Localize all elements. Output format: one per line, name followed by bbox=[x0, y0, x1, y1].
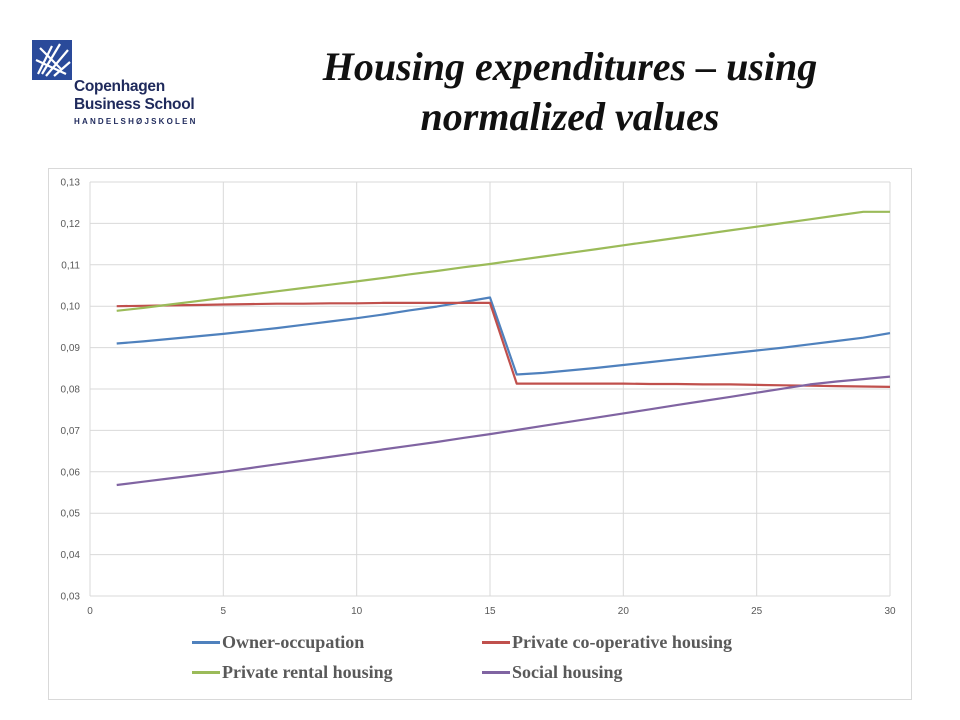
logo-text-handelshojskolen: HANDELSHØJSKOLEN bbox=[74, 117, 198, 126]
legend-item-social-housing: Social housing bbox=[482, 662, 623, 683]
x-tick-label: 0 bbox=[87, 606, 93, 617]
x-tick-label: 30 bbox=[884, 606, 896, 617]
y-tick-label: 0,06 bbox=[61, 467, 81, 478]
legend-item-private-co-operative-housing: Private co-operative housing bbox=[482, 632, 732, 653]
x-tick-label: 20 bbox=[618, 606, 630, 617]
cbs-logo-mark-icon bbox=[32, 40, 72, 80]
series-line-owner-occupation bbox=[116, 296, 891, 376]
legend-swatch bbox=[482, 641, 510, 644]
legend-label: Owner-occupation bbox=[222, 632, 365, 652]
y-tick-label: 0,03 bbox=[61, 592, 81, 603]
y-tick-label: 0,09 bbox=[61, 343, 81, 354]
x-tick-label: 10 bbox=[351, 606, 363, 617]
legend-swatch bbox=[482, 671, 510, 674]
logo-text-business-school: Business School bbox=[74, 96, 195, 113]
legend-label: Private rental housing bbox=[222, 662, 393, 682]
logo-text-copenhagen: Copenhagen bbox=[74, 78, 165, 95]
y-tick-label: 0,10 bbox=[61, 302, 81, 313]
legend-item-owner-occupation: Owner-occupation bbox=[192, 632, 364, 653]
series-line-private-rental-housing bbox=[116, 210, 890, 312]
legend-swatch bbox=[192, 641, 220, 644]
y-tick-label: 0,12 bbox=[61, 219, 81, 230]
legend-item-private-rental-housing: Private rental housing bbox=[192, 662, 393, 683]
legend-label: Social housing bbox=[512, 662, 623, 682]
y-tick-label: 0,13 bbox=[61, 178, 81, 189]
cbs-logo: Copenhagen Business School HANDELSHØJSKO… bbox=[32, 40, 202, 130]
x-tick-label: 5 bbox=[221, 606, 227, 617]
series-line-private-co-operative-housing bbox=[116, 301, 891, 388]
slide-title: Housing expenditures – using normalized … bbox=[322, 44, 818, 139]
y-tick-label: 0,11 bbox=[61, 260, 80, 271]
legend-label: Private co-operative housing bbox=[512, 632, 732, 652]
y-tick-label: 0,08 bbox=[61, 385, 81, 396]
x-tick-label: 15 bbox=[484, 606, 496, 617]
y-tick-label: 0,05 bbox=[61, 509, 81, 520]
chart-area bbox=[48, 168, 912, 700]
series-line-social-housing bbox=[116, 375, 891, 487]
y-tick-label: 0,04 bbox=[61, 550, 81, 561]
legend-swatch bbox=[192, 671, 220, 674]
y-tick-label: 0,07 bbox=[61, 426, 81, 437]
x-tick-label: 25 bbox=[751, 606, 763, 617]
